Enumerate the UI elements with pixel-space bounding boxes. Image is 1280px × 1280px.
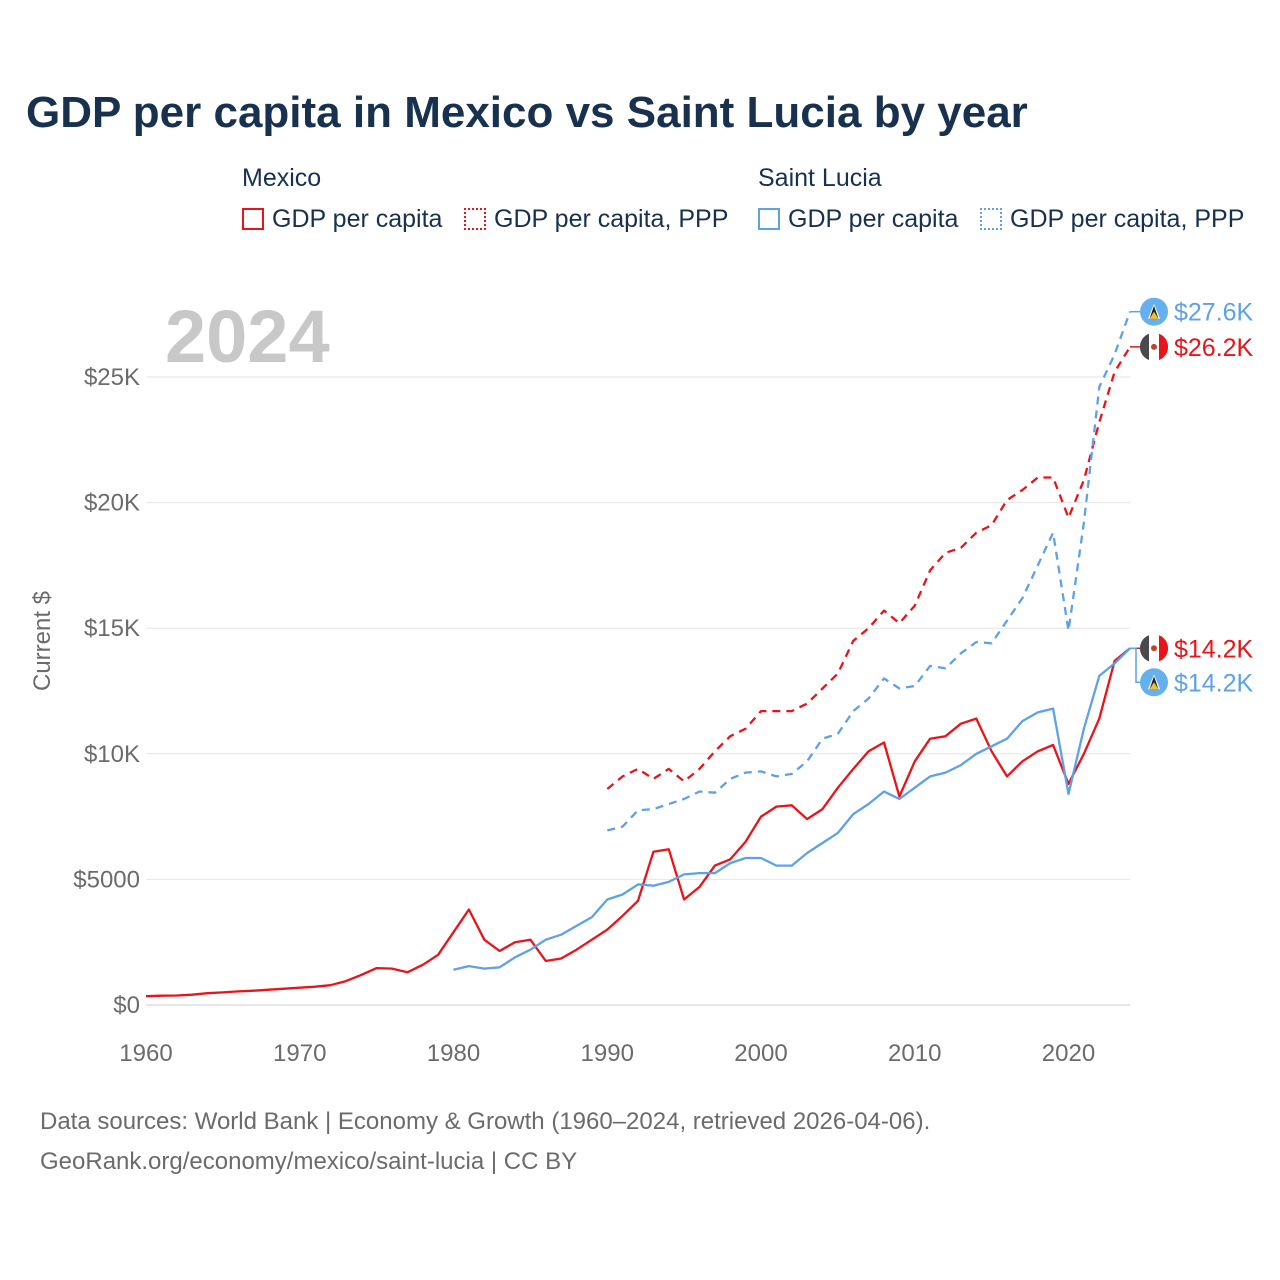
mexico-flag-emblem bbox=[1151, 343, 1157, 350]
x-tick-label: 2010 bbox=[888, 1040, 941, 1067]
year-watermark: 2024 bbox=[165, 295, 330, 378]
legend-label: GDP per capita bbox=[788, 204, 959, 233]
y-tick-label: $5000 bbox=[73, 866, 140, 893]
x-tick-label: 2000 bbox=[734, 1040, 787, 1067]
mexico-solid-line bbox=[145, 647, 1131, 998]
legend-swatch-solid-icon bbox=[758, 208, 780, 230]
y-axis-label: Current $ bbox=[29, 591, 56, 691]
mexico-dashed-end-label: $26.2K bbox=[1174, 334, 1254, 362]
legend-group-mexico: Mexico bbox=[242, 164, 322, 192]
legend-swatch-dashed-icon bbox=[464, 208, 486, 230]
saint_lucia-solid-end-label: $14.2K bbox=[1174, 669, 1254, 697]
x-tick-label: 1980 bbox=[427, 1040, 480, 1067]
grid bbox=[146, 376, 1130, 1006]
mexico-flag-emblem bbox=[1151, 645, 1157, 652]
footer-sources: Data sources: World Bank | Economy & Gro… bbox=[40, 1108, 931, 1135]
mexico-flag-icon-right bbox=[1159, 333, 1169, 360]
legend-group-saint-lucia: Saint Lucia bbox=[758, 164, 882, 192]
y-tick-label: $15K bbox=[84, 615, 140, 642]
legend-saint-lucia-gdp-per-capita[interactable]: GDP per capita bbox=[758, 204, 958, 234]
chart-title: GDP per capita in Mexico vs Saint Lucia … bbox=[26, 88, 1028, 137]
y-tick-label: $0 bbox=[113, 992, 140, 1019]
mexico-dashed-line bbox=[606, 346, 1131, 790]
mexico-flag-icon-right bbox=[1159, 635, 1169, 662]
saint_lucia-solid-line bbox=[453, 647, 1131, 971]
saint_lucia-dashed-line bbox=[607, 311, 1132, 832]
end-labels: $27.6K $26.2K $14.2K $14.2K bbox=[1130, 297, 1254, 697]
mexico-flag-icon-left bbox=[1139, 635, 1149, 662]
y-axis: $0 $5000 $10K $15K $20K $25K bbox=[73, 364, 140, 1019]
legend-label: GDP per capita bbox=[272, 204, 443, 233]
y-tick-label: $25K bbox=[84, 364, 140, 391]
x-tick-label: 1990 bbox=[581, 1040, 634, 1067]
x-tick-label: 1960 bbox=[119, 1040, 172, 1067]
mexico-solid-end-label: $14.2K bbox=[1174, 635, 1254, 663]
series-lines bbox=[145, 311, 1132, 998]
y-tick-label: $20K bbox=[84, 490, 140, 517]
saint_lucia-dashed-end-label: $27.6K bbox=[1174, 299, 1254, 327]
legend-label: GDP per capita, PPP bbox=[1010, 204, 1245, 233]
label-leader bbox=[1130, 647, 1140, 684]
legend-label: GDP per capita, PPP bbox=[494, 204, 729, 233]
legend-swatch-dashed-icon bbox=[980, 208, 1002, 230]
legend-mexico-gdp-per-capita-ppp[interactable]: GDP per capita, PPP bbox=[464, 204, 728, 234]
saint-lucia-flag-icon-gold bbox=[1149, 682, 1159, 690]
footer-attribution: GeoRank.org/economy/mexico/saint-lucia |… bbox=[40, 1148, 578, 1175]
x-tick-label: 2020 bbox=[1042, 1040, 1095, 1067]
x-axis: 1960 1970 1980 1990 2000 2010 2020 bbox=[119, 1040, 1095, 1067]
mexico-flag-icon-left bbox=[1139, 333, 1149, 360]
x-tick-label: 1970 bbox=[273, 1040, 326, 1067]
saint-lucia-flag-icon-gold bbox=[1149, 311, 1159, 319]
legend-saint-lucia-gdp-per-capita-ppp[interactable]: GDP per capita, PPP bbox=[980, 204, 1244, 234]
legend-mexico-gdp-per-capita[interactable]: GDP per capita bbox=[242, 204, 442, 234]
legend-swatch-solid-icon bbox=[242, 208, 264, 230]
y-tick-label: $10K bbox=[84, 741, 140, 768]
